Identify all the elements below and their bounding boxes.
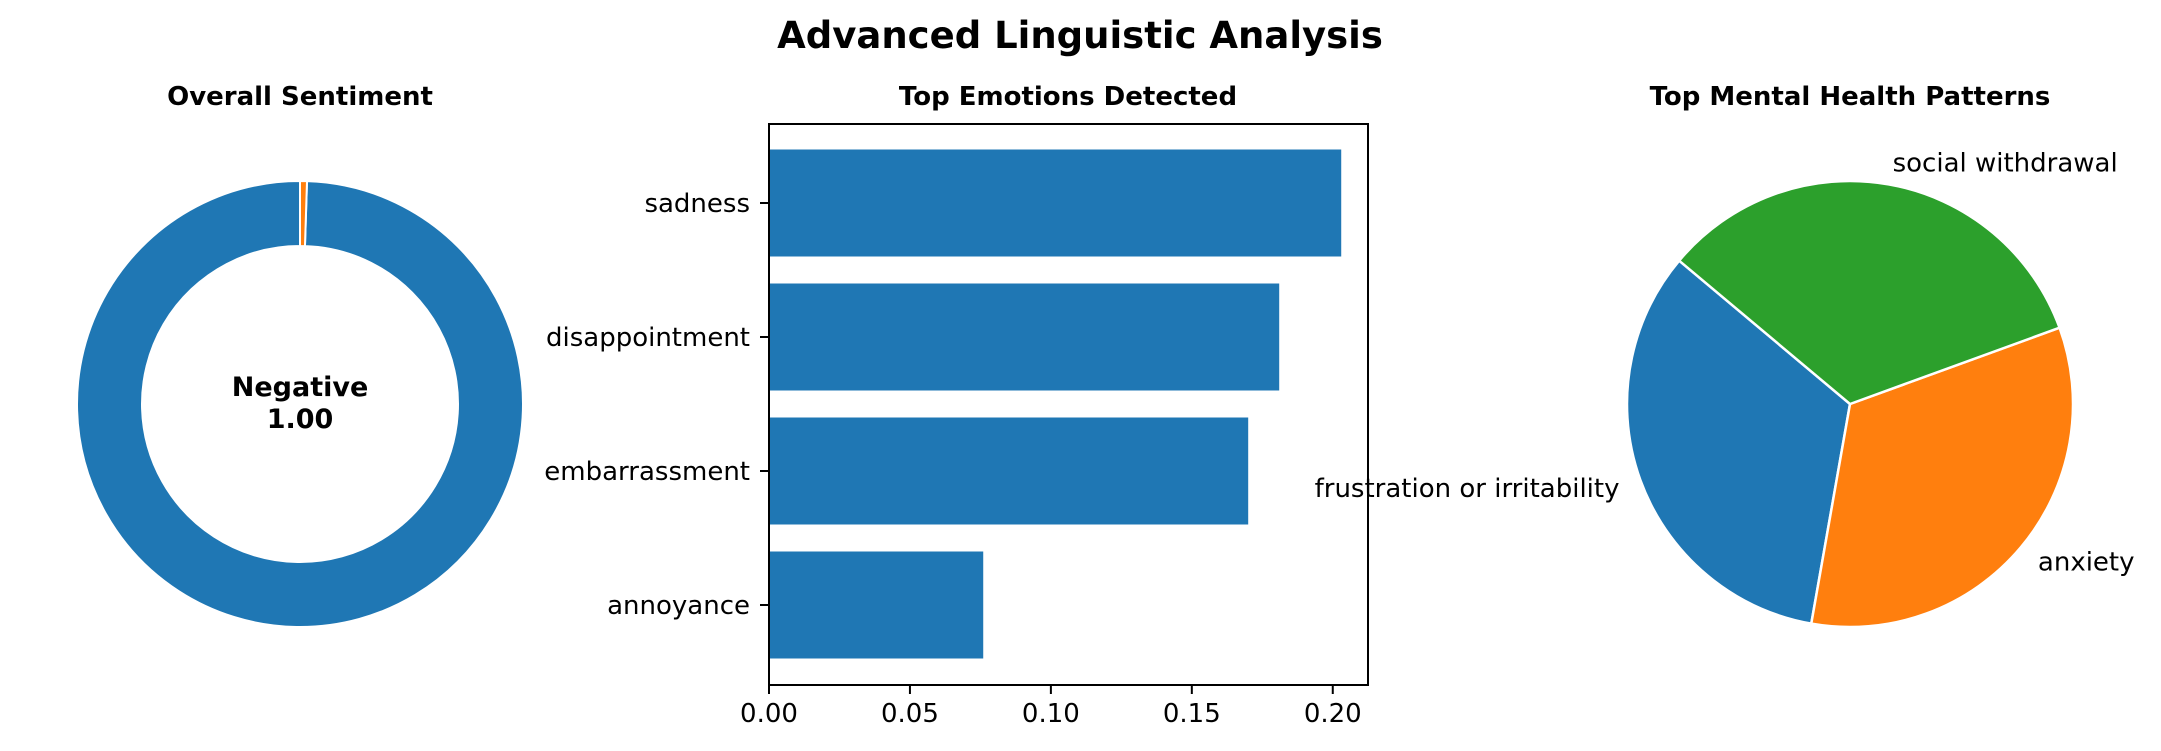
emotion-xtick-label: 0.00 [740,699,798,729]
figure-title: Advanced Linguistic Analysis [777,14,1383,57]
sentiment-center-label: Negative [232,372,369,403]
emotion-xtick-label: 0.20 [1304,699,1362,729]
emotions-chart-title: Top Emotions Detected [899,82,1237,112]
pattern-slice-0 [1625,259,1852,625]
pattern-label: anxiety [2038,548,2135,578]
patterns-pie: frustration or irritability anxiety social… [1315,148,2135,629]
sentiment-center-value: 1.00 [267,404,334,435]
pattern-slice-1 [1810,326,2075,629]
emotions-bars: sadness disappointment embarrassment annoya… [544,149,1362,729]
emotion-ytick-label: disappointment [546,323,750,353]
emotion-bar-embarrassment [769,417,1249,525]
emotion-ytick-label: embarrassment [544,457,750,487]
sentiment-chart: Overall Sentiment Negative 1.00 [76,82,524,628]
sentiment-slice-0 [76,179,524,628]
emotions-plot-frame [768,123,1369,686]
sentiment-chart-title: Overall Sentiment [167,82,433,112]
pattern-slice-2 [1677,179,2061,406]
emotions-chart: Top Emotions Detected sadness disappointm… [544,82,1369,729]
emotion-bar-sadness [769,149,1342,257]
emotion-bar-disappointment [769,283,1280,391]
patterns-chart: Top Mental Health Patterns frustration o… [1315,82,2135,629]
emotion-ytick-label: sadness [644,189,750,219]
emotion-xtick-label: 0.15 [1163,699,1221,729]
pattern-label: social withdrawal [1893,148,2118,178]
emotion-bar-annoyance [769,551,984,659]
patterns-chart-title: Top Mental Health Patterns [1650,82,2051,112]
emotion-ytick-label: annoyance [607,591,750,621]
emotion-xtick-label: 0.10 [1022,699,1080,729]
emotion-xtick-label: 0.05 [881,699,939,729]
sentiment-slice-1 [299,179,309,248]
pattern-label: frustration or irritability [1315,474,1620,504]
sentiment-donut [76,179,524,628]
